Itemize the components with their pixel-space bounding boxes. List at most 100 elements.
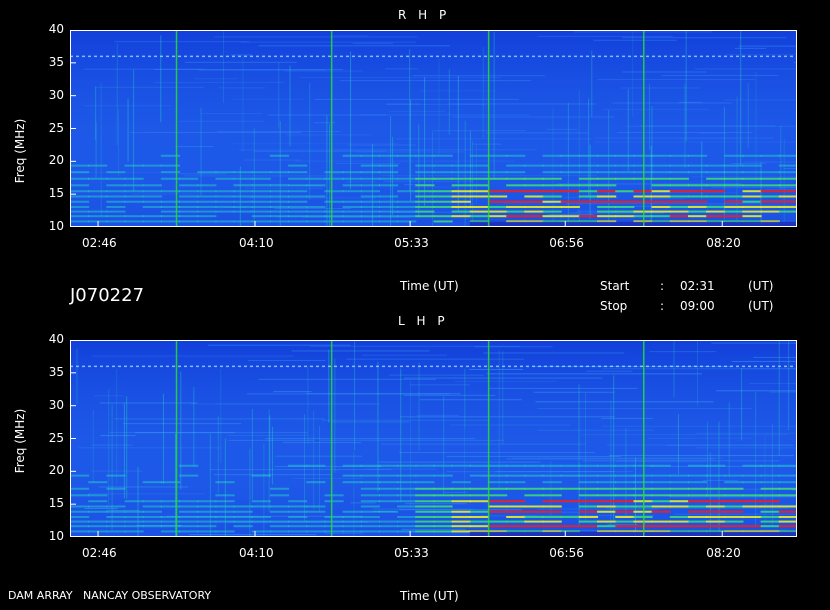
emission-segment — [251, 520, 271, 523]
emission-segment — [233, 515, 253, 518]
emission-segment — [360, 190, 380, 193]
noise-streak — [400, 416, 615, 418]
emission-segment — [724, 164, 744, 167]
interference-line — [358, 365, 361, 368]
interference-line — [700, 365, 703, 368]
emission-segment — [760, 500, 780, 503]
emission-segment — [669, 474, 689, 477]
emission-segment — [288, 190, 308, 193]
emission-segment — [197, 525, 217, 528]
noise-vertical — [457, 75, 459, 212]
noise-streak — [609, 455, 794, 457]
interference-line — [742, 55, 745, 58]
emission-segment — [469, 530, 490, 533]
emission-segment — [542, 190, 562, 193]
noise-streak — [324, 532, 364, 534]
noise-streak — [603, 108, 709, 110]
emission-segment — [70, 195, 90, 198]
emission-segment — [760, 464, 780, 467]
interference-line — [754, 365, 757, 368]
emission-segment — [488, 171, 508, 174]
emission-segment — [597, 205, 617, 208]
noise-streak — [611, 102, 732, 104]
emission-segment — [324, 520, 344, 523]
interference-line — [652, 365, 655, 368]
emission-segment — [233, 184, 253, 187]
emission-segment — [524, 190, 544, 193]
noise-vertical — [443, 396, 445, 497]
emission-segment — [542, 195, 562, 198]
interference-line — [580, 365, 583, 368]
emission-segment — [451, 164, 471, 167]
emission-segment — [651, 525, 671, 528]
emission-segment — [742, 164, 762, 167]
interference-line — [790, 365, 793, 368]
rhp-title: R H P — [398, 8, 451, 22]
x-tick-label: 08:20 — [706, 546, 741, 560]
emission-segment — [742, 525, 762, 528]
noise-streak — [91, 444, 133, 446]
noise-streak — [209, 469, 392, 471]
interference-line — [70, 365, 73, 368]
noise-vertical — [354, 340, 356, 451]
emission-segment — [687, 520, 708, 523]
interference-line — [244, 365, 247, 368]
emission-segment — [378, 510, 399, 513]
interference-line — [694, 55, 697, 58]
emission-segment — [397, 494, 417, 497]
noise-streak — [84, 105, 172, 107]
interference-line — [388, 55, 391, 58]
emission-segment — [360, 184, 380, 187]
noise-vertical — [696, 340, 698, 407]
noise-streak — [216, 130, 341, 132]
emission-segment — [451, 500, 471, 503]
emission-segment — [215, 515, 235, 518]
interference-line — [466, 365, 469, 368]
emission-segment — [70, 487, 90, 490]
emission-segment — [597, 525, 617, 528]
noise-streak — [548, 213, 594, 215]
emission-segment — [506, 164, 526, 167]
interference-line — [322, 365, 325, 368]
emission-segment — [106, 505, 126, 508]
noise-streak — [734, 47, 767, 49]
emission-segment — [70, 205, 90, 208]
emission-segment — [106, 190, 126, 193]
emission-segment — [197, 505, 217, 508]
noise-streak — [678, 101, 703, 103]
lhp-spectrogram — [70, 340, 797, 537]
emission-segment — [124, 525, 144, 528]
x-tick-label: 04:10 — [239, 546, 274, 560]
noise-streak — [346, 358, 525, 360]
noise-streak — [661, 74, 779, 76]
noise-streak — [412, 75, 545, 77]
emission-segment — [615, 171, 635, 174]
emission-segment — [288, 200, 308, 203]
noise-streak — [306, 393, 461, 395]
emission-segment — [179, 520, 199, 523]
interference-line — [508, 55, 511, 58]
noise-vertical — [217, 416, 219, 494]
emission-segment — [597, 210, 617, 213]
emission-segment — [488, 474, 508, 477]
noise-vertical — [76, 348, 78, 405]
emission-segment — [378, 154, 399, 157]
emission-segment — [269, 184, 290, 187]
emission-segment — [360, 210, 380, 213]
noise-vertical — [780, 125, 782, 189]
interference-line — [160, 365, 163, 368]
emission-segment — [306, 505, 326, 508]
emission-segment — [669, 220, 689, 223]
emission-segment — [179, 200, 199, 203]
interference-line — [292, 365, 295, 368]
noise-vertical — [740, 30, 742, 166]
noise-vertical — [471, 141, 473, 227]
noise-vertical — [591, 50, 593, 117]
emission-segment — [742, 177, 762, 180]
emission-segment — [415, 190, 435, 193]
emission-segment — [269, 210, 290, 213]
emission-segment — [706, 164, 726, 167]
interference-line — [652, 55, 655, 58]
interference-line — [334, 365, 337, 368]
stop-colon: : — [660, 299, 665, 313]
